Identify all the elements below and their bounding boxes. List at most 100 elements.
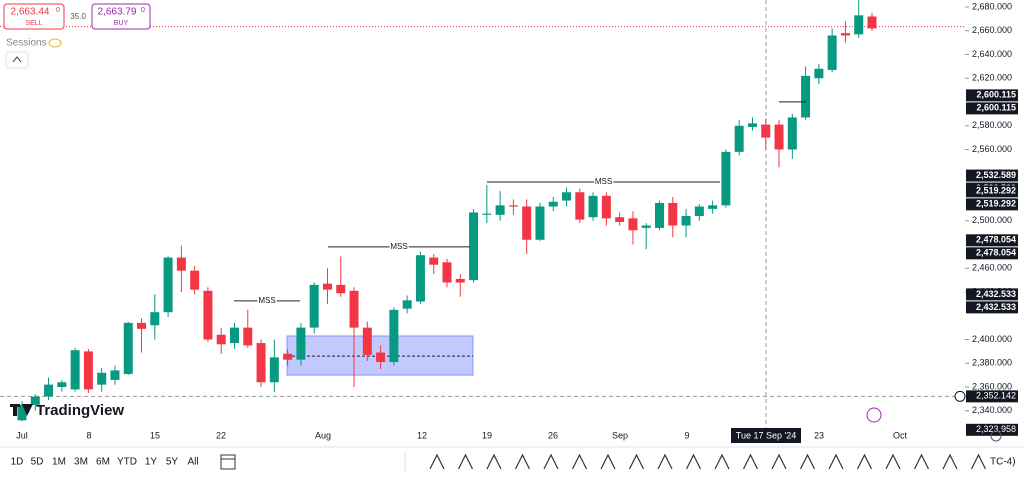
tool-icon[interactable]	[885, 453, 901, 470]
y-tick-label: 2,360.000	[972, 381, 1012, 391]
price-label: 2,519.292	[976, 199, 1016, 209]
plus-button[interactable]	[954, 390, 966, 402]
tool-icon[interactable]	[856, 453, 873, 470]
tool-icon[interactable]	[457, 453, 474, 470]
y-tick-label: 2,580.000	[972, 120, 1012, 130]
timezone[interactable]: TC-4)	[990, 457, 1016, 468]
x-tick-label: 12	[417, 430, 427, 440]
tool-icon[interactable]	[571, 453, 588, 470]
mss-label: MSS	[390, 242, 407, 251]
candle-body	[801, 75, 811, 118]
candle-body	[655, 202, 664, 228]
tool-icon[interactable]	[771, 453, 787, 470]
eye-icon[interactable]	[48, 38, 62, 48]
tool-icon[interactable]	[600, 453, 616, 470]
candle-body	[615, 217, 625, 222]
candle-body	[721, 151, 731, 206]
calendar-icon[interactable]	[220, 454, 236, 470]
candle-body	[522, 206, 532, 240]
y-tick-label: 2,340.000	[972, 405, 1012, 415]
price-label: 2,600.115	[976, 90, 1016, 100]
price-label: 2,532.589	[976, 170, 1016, 180]
candle-body	[216, 334, 226, 345]
candle-body	[243, 327, 253, 346]
flash-icon[interactable]	[866, 407, 882, 423]
timeframe-button[interactable]: 6M	[96, 457, 110, 468]
candle-body	[761, 124, 771, 138]
tool-icon[interactable]	[429, 453, 445, 470]
price-label-bg	[966, 169, 1018, 182]
price-label-bg	[966, 234, 1018, 247]
sell-box[interactable]: 2,663.44 0 SELL	[3, 3, 65, 30]
collapse-button[interactable]	[5, 51, 29, 69]
candle-body	[376, 352, 386, 363]
price-label-bg	[966, 185, 1018, 198]
candle-body	[349, 290, 359, 328]
tool-icon[interactable]	[942, 453, 958, 470]
crosshair-price-bg	[966, 390, 1018, 403]
chevron	[12, 56, 22, 63]
tool-icon[interactable]	[628, 453, 645, 470]
price-label: 2,478.054	[976, 248, 1016, 258]
timeframe-button[interactable]: 1M	[52, 457, 66, 468]
timeframe-button[interactable]: 3M	[74, 457, 88, 468]
timeframe-button[interactable]: 1D	[11, 457, 24, 468]
candle-body	[495, 205, 505, 215]
x-tick-label: 19	[482, 430, 492, 440]
tool-icon[interactable]	[714, 453, 730, 470]
tool-icon[interactable]	[543, 453, 559, 470]
price-label-bg	[966, 301, 1018, 314]
timeframe-button[interactable]: 1Y	[145, 457, 158, 468]
buy-sup: 0	[141, 7, 145, 14]
x-tick-label: Jul	[16, 430, 28, 440]
tool-icon[interactable]	[742, 453, 759, 470]
tool-icon[interactable]	[685, 453, 702, 470]
price-label: 2,432.533	[976, 302, 1016, 312]
candle-body	[230, 327, 239, 344]
settings-icon[interactable]	[990, 430, 1002, 442]
last-label-bg	[966, 423, 1018, 436]
timeframe-button[interactable]: 5Y	[166, 457, 179, 468]
y-tick-label: 2,620.000	[972, 73, 1012, 83]
tool-icon[interactable]	[828, 453, 844, 470]
tool-icon[interactable]	[913, 453, 930, 470]
candle-body	[362, 327, 372, 355]
candle-body	[163, 257, 173, 313]
candle-body	[283, 353, 293, 360]
tool-icon[interactable]	[799, 453, 816, 470]
candle-body	[774, 124, 784, 150]
tool-icon[interactable]	[970, 453, 987, 470]
candle-body	[562, 192, 572, 201]
candle-body	[123, 322, 133, 374]
candle-body	[854, 15, 864, 35]
candle-body	[694, 206, 704, 217]
last-label: 2,323.958	[976, 424, 1016, 434]
buy-label: BUY	[114, 20, 129, 27]
tool-icon[interactable]	[514, 453, 531, 470]
drawing-tools	[429, 453, 987, 470]
timeframe-button[interactable]: All	[187, 457, 198, 468]
timeframe-button[interactable]: YTD	[117, 457, 137, 468]
logo-text: TradingView	[36, 402, 124, 419]
sell-label: SELL	[25, 20, 42, 27]
price-label: 2,432.533	[976, 289, 1016, 299]
candle-body	[734, 125, 744, 152]
tool-icon[interactable]	[657, 453, 673, 470]
candle-body	[708, 205, 718, 209]
tool-icon[interactable]	[486, 453, 502, 470]
price-label: 2,478.054	[976, 235, 1016, 245]
logo-mark	[10, 404, 33, 416]
timeframe-button[interactable]: 5D	[31, 457, 44, 468]
x-tick-label: 8	[86, 430, 91, 440]
candle-body	[97, 372, 107, 385]
crosshair-price: 2,352.142	[976, 391, 1016, 401]
candle-body	[535, 206, 545, 240]
candle-body	[747, 123, 757, 127]
buy-box[interactable]: 2,663.79 0 BUY	[91, 3, 151, 30]
candle-body	[415, 255, 425, 302]
price-label: 2,600.115	[976, 103, 1016, 113]
price-label: 2,519.292	[976, 186, 1016, 196]
candle-body	[681, 216, 691, 226]
candle-body	[402, 300, 412, 309]
y-tick-label: 2,640.000	[972, 49, 1012, 59]
